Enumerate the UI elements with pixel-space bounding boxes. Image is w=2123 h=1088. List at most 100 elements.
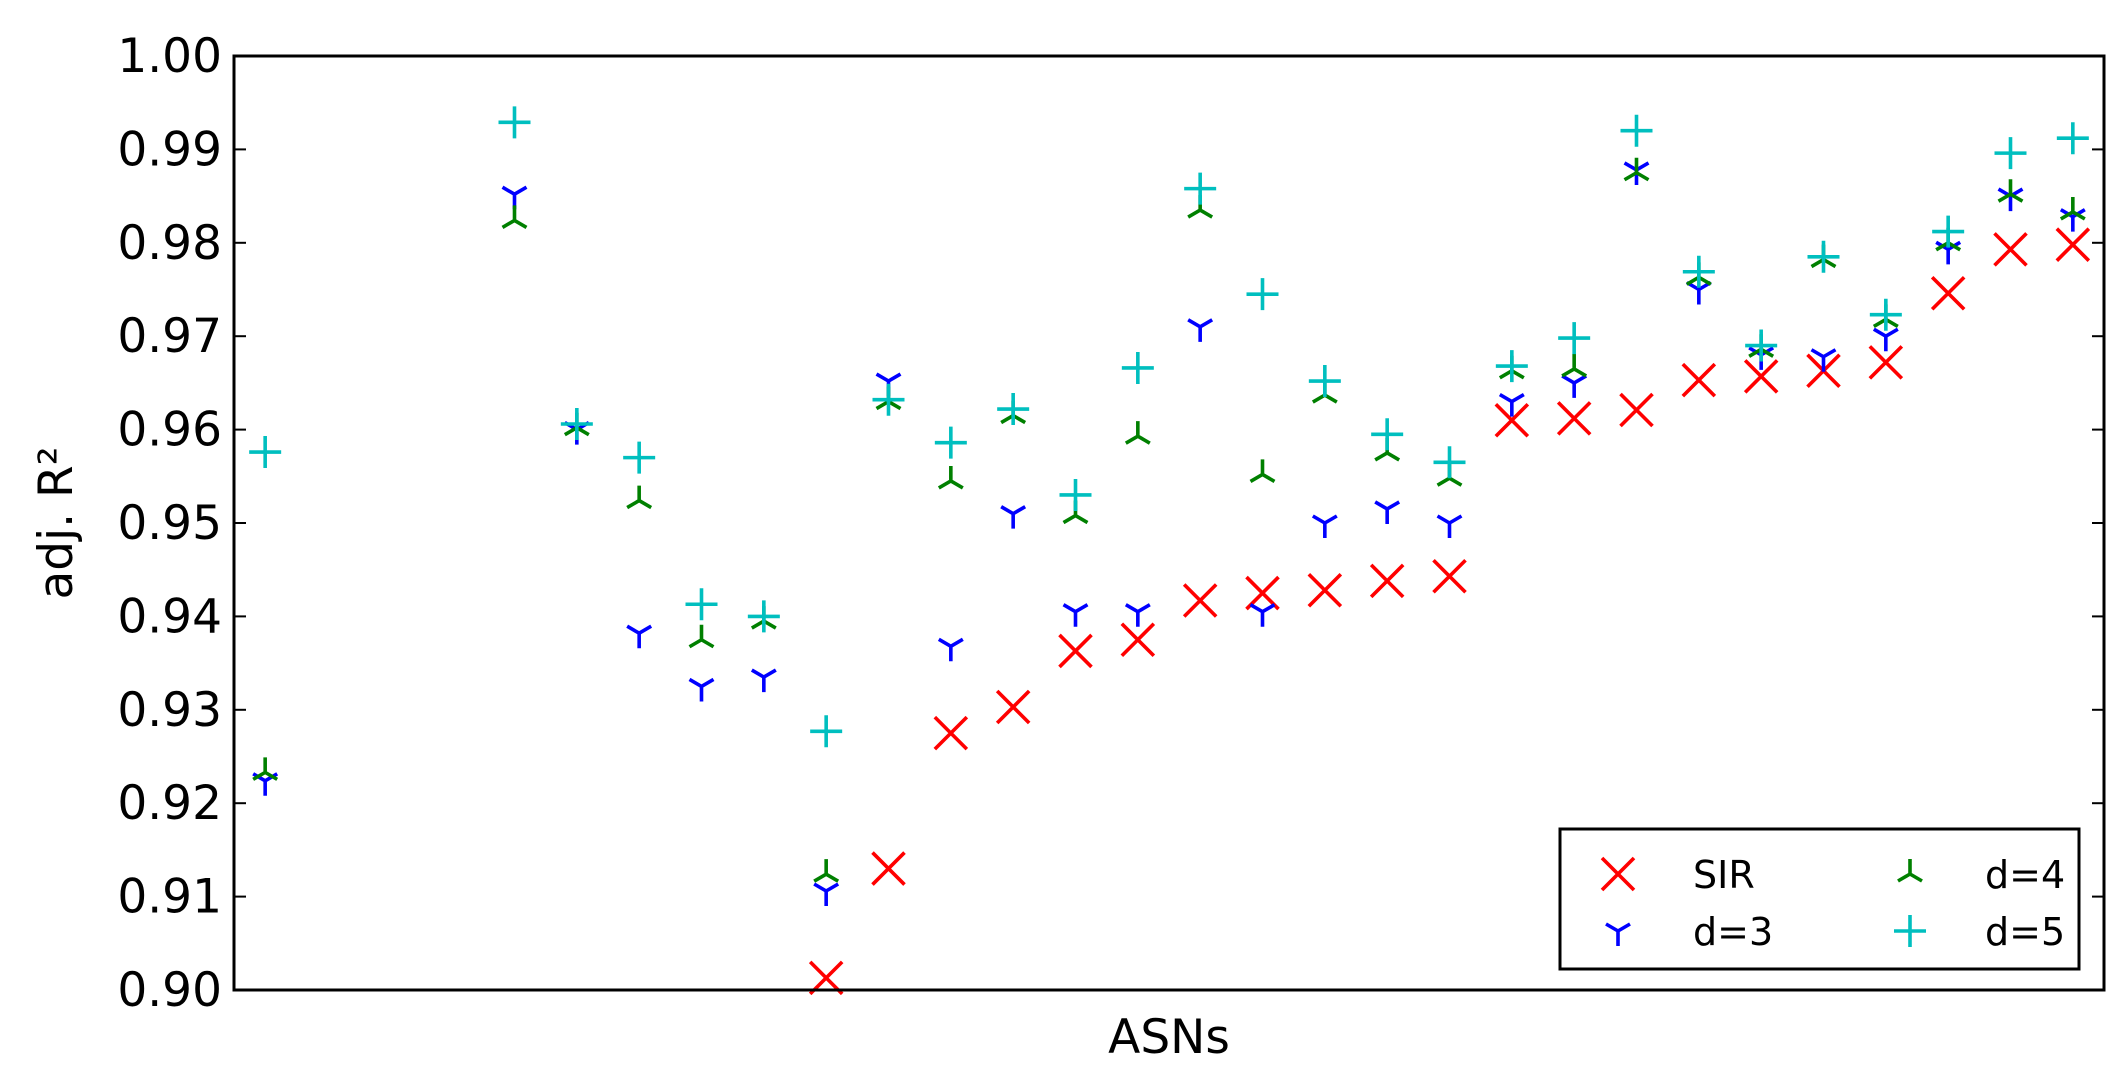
data-point [1121, 351, 1154, 384]
y-tick-label: 0.95 [117, 496, 222, 551]
data-point [688, 677, 715, 702]
legend-marker [1897, 859, 1923, 883]
data-point [1120, 622, 1156, 658]
data-point [1561, 374, 1588, 398]
data-point [1308, 365, 1341, 398]
data-point [1997, 179, 2024, 203]
data-point [249, 436, 282, 469]
data-point [1495, 350, 1528, 383]
data-point [1000, 505, 1027, 529]
data-point [1307, 572, 1343, 608]
legend-label: SIR [1693, 853, 1755, 897]
y-tick-label: 0.93 [117, 683, 222, 738]
data-point [1993, 232, 2028, 267]
data-point [1498, 393, 1525, 417]
legend-item-SIR: SIR [1600, 853, 1755, 897]
y-tick-label: 0.96 [117, 403, 222, 458]
y-tick-label: 0.99 [117, 122, 222, 177]
data-point [1436, 514, 1463, 538]
y-tick-label: 0.92 [117, 776, 222, 831]
y-axis: 0.90 0.91 0.92 0.93 0.94 0.95 0.96 0.97 0.98 0.99… [117, 29, 2104, 1018]
data-point [252, 757, 279, 781]
data-point [1062, 603, 1089, 627]
data-point [750, 668, 777, 693]
data-point [813, 859, 840, 883]
data-point [1432, 558, 1467, 594]
data-point [685, 588, 718, 621]
data-point [1743, 359, 1779, 394]
data-point [1869, 298, 1902, 331]
data-point [934, 426, 967, 459]
data-point [1311, 514, 1338, 538]
data-point [1682, 255, 1715, 288]
y-axis-label: adj. R² [29, 446, 84, 599]
series-SIR [808, 227, 2091, 996]
legend-marker [1605, 922, 1631, 946]
y-tick-label: 0.97 [117, 309, 222, 364]
data-point [1620, 114, 1653, 147]
data-point [1681, 362, 1717, 398]
plot-area [249, 106, 2091, 996]
data-point [937, 465, 964, 490]
series-d=3 [252, 161, 2086, 906]
data-point [810, 715, 843, 748]
data-point [1249, 603, 1276, 627]
data-point [1182, 583, 1218, 618]
legend-item-d=5: d=5 [1894, 910, 2065, 954]
data-point [997, 393, 1030, 426]
data-point [1868, 345, 1904, 380]
series-d=5 [249, 106, 2089, 748]
legend-item-d=3: d=3 [1605, 910, 1773, 954]
data-point [2056, 122, 2089, 155]
legend-marker [1600, 856, 1636, 892]
data-point [1059, 478, 1092, 511]
data-point [1058, 633, 1093, 669]
data-point [1124, 603, 1151, 627]
data-point [1994, 137, 2027, 170]
data-point [623, 441, 656, 474]
data-point [2059, 196, 2086, 221]
y-tick-label: 0.90 [117, 963, 222, 1018]
data-point [1623, 157, 1650, 182]
y-tick-label: 0.91 [117, 870, 222, 925]
data-point [1932, 215, 1965, 248]
data-point [2055, 227, 2091, 262]
data-point [1810, 348, 1837, 372]
data-point [1556, 401, 1592, 436]
legend: SIR d=3 d=4 d=5 [1558, 827, 2081, 971]
data-point [1187, 318, 1214, 342]
data-point [1561, 353, 1588, 378]
legend-marker [1894, 915, 1926, 947]
data-point [1807, 240, 1840, 273]
data-point [1184, 172, 1217, 205]
data-point [1619, 392, 1654, 428]
data-point [1745, 329, 1778, 362]
data-point [872, 383, 905, 416]
data-point [498, 106, 531, 139]
data-point [747, 600, 780, 633]
data-point [871, 851, 906, 886]
legend-label: d=4 [1985, 853, 2065, 897]
data-point [560, 407, 593, 440]
data-point [995, 689, 1031, 725]
data-point [1930, 275, 1966, 311]
y-tick-label: 1.00 [117, 29, 222, 84]
data-point [813, 882, 840, 906]
legend-label: d=3 [1693, 910, 1773, 954]
y-tick-label: 0.98 [117, 216, 222, 271]
data-point [1433, 446, 1466, 479]
data-point [1369, 563, 1405, 599]
data-point [937, 637, 964, 662]
x-axis-label: ASNs [1108, 1010, 1230, 1065]
data-point [933, 715, 969, 751]
data-point [1124, 421, 1151, 445]
data-point [688, 624, 715, 649]
data-point [2059, 208, 2086, 232]
legend-item-d=4: d=4 [1897, 853, 2065, 897]
data-point [626, 485, 653, 510]
legend-frame [1558, 827, 2081, 971]
series-d=4 [252, 157, 2086, 883]
data-point [1246, 278, 1279, 311]
data-point [1872, 327, 1899, 352]
